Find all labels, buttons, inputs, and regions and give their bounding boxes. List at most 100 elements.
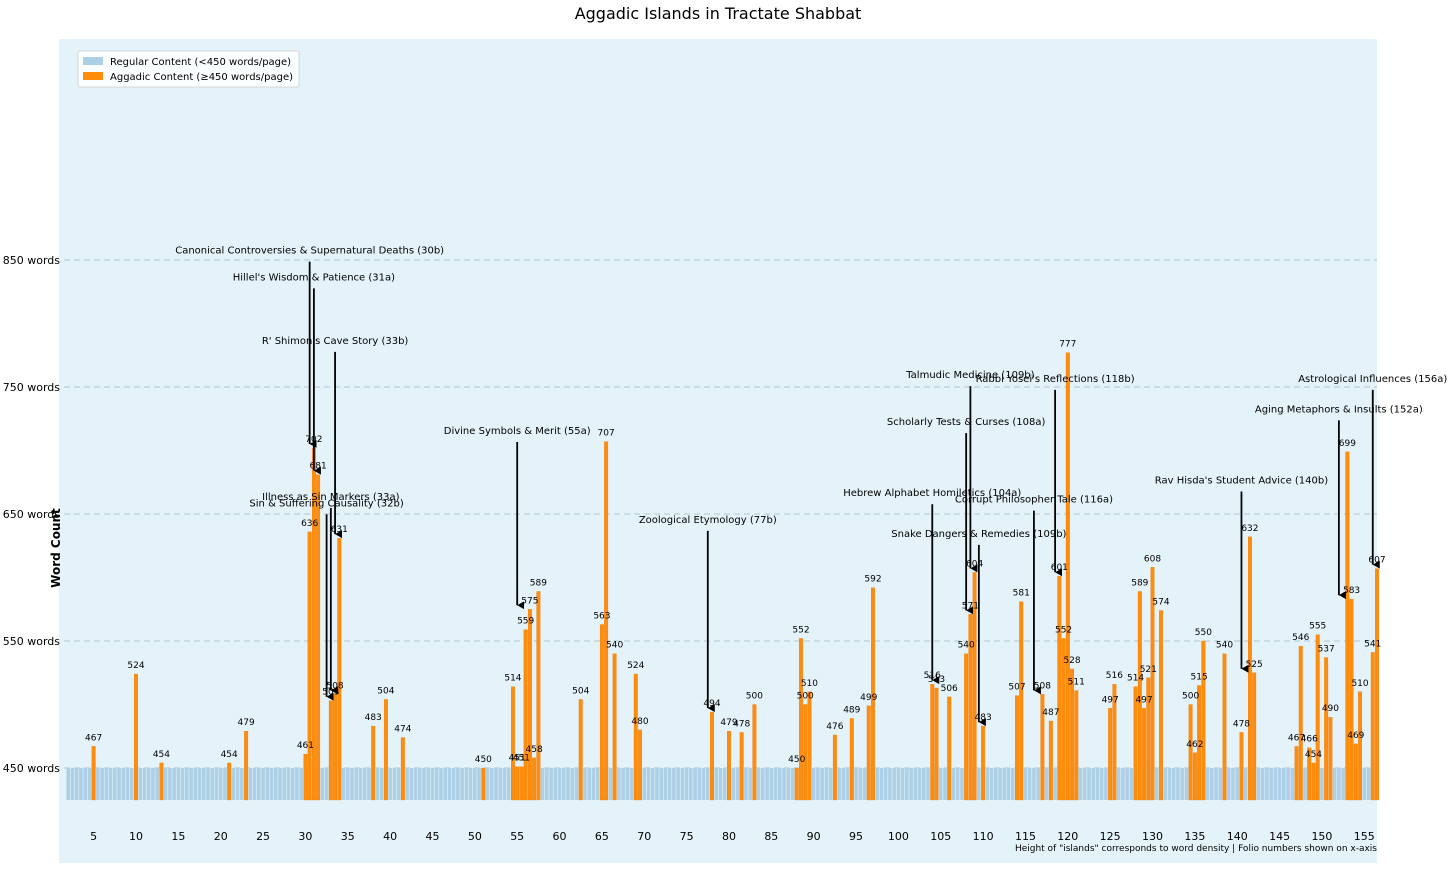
regular-bar [744,768,748,800]
regular-bar [70,768,75,800]
aggadic-bar [964,653,969,801]
aggadic-bar [1294,746,1299,801]
bar-value-label: 537 [1318,645,1335,655]
regular-bar [689,768,693,800]
aggadic-bar [400,737,405,801]
regular-bar [583,768,587,800]
regular-bar [540,768,545,800]
regular-bar [655,768,659,800]
bar-value-label: 528 [1063,656,1080,666]
regular-bar [214,768,219,800]
regular-bar [1091,768,1096,800]
regular-bar [896,768,901,800]
bar-value-label: 636 [301,519,318,529]
regular-bar [1332,768,1337,800]
bar-value-label: 450 [788,755,805,765]
aggadic-bar [134,673,138,801]
regular-bar [1260,768,1265,800]
x-tick-label: 140 [1227,830,1248,843]
regular-bar [282,768,287,800]
regular-bar [1082,768,1087,800]
regular-bar [290,768,295,800]
regular-bar [646,768,651,800]
regular-bar [286,768,291,800]
aggadic-bar [519,766,524,801]
aggadic-bar [1040,694,1045,801]
regular-bar [854,768,858,800]
regular-bar [892,768,896,800]
regular-bar [125,768,130,800]
regular-bar [570,768,575,800]
regular-bar [104,768,109,800]
regular-bar [1256,768,1261,800]
regular-bar [218,768,223,800]
aggadic-bar [328,700,333,801]
bar-value-label: 541 [1364,639,1381,649]
regular-bar [494,768,498,800]
regular-bar [1362,768,1367,800]
regular-bar [705,768,710,800]
regular-bar [909,768,913,800]
aggadic-bar [316,474,321,801]
regular-bar [502,768,507,800]
regular-bar [960,768,964,800]
x-tick-label: 30 [298,830,312,843]
regular-bar [345,768,350,800]
aggadic-bar [849,718,854,801]
legend-label-regular: Regular Content (<450 words/page) [110,57,291,68]
regular-bar [549,768,553,800]
regular-bar [566,768,570,800]
x-tick-label: 125 [1100,830,1121,843]
regular-bar [362,768,367,800]
regular-bar [392,768,397,800]
regular-bar [1104,768,1108,800]
regular-bar [769,768,774,800]
bar-value-label: 516 [1106,671,1123,681]
regular-bar [718,768,723,800]
annotation-label: Zoological Etymology (77b) [639,515,777,526]
aggadic-bar [1311,762,1316,801]
aggadic-bar [727,731,731,801]
bar-value-label: 478 [733,719,750,729]
bar-value-label: 552 [1055,625,1072,635]
aggadic-bar [1137,591,1142,801]
regular-bar [1027,768,1032,800]
regular-bar [642,768,647,800]
aggadic-bar [1112,684,1117,801]
regular-bar [883,768,888,800]
aggadic-bar [1192,752,1197,801]
bar-value-label: 483 [365,713,382,723]
regular-bar [782,768,786,800]
bar-value-label: 494 [703,699,720,709]
regular-bar [379,768,384,800]
bar-value-label: 478 [1233,719,1250,729]
aggadic-bar [871,587,875,801]
aggadic-bar [1197,685,1202,801]
x-tick-label: 65 [595,830,609,843]
regular-bar [1171,768,1176,800]
regular-bar [206,768,210,800]
regular-bar [498,768,503,800]
aggadic-bar [1150,567,1155,801]
regular-bar [608,768,613,800]
bar-value-label: 511 [1068,678,1085,688]
annotation-label: Rabbi Yosei's Reflections (118b) [976,374,1135,385]
annotation-label: Talmudic Medicine (109b) [905,370,1034,381]
regular-bar [341,768,346,800]
bar-value-label: 524 [627,661,644,671]
bar-value-label: 575 [521,596,538,606]
regular-bar [1125,768,1129,800]
x-tick-label: 100 [888,830,909,843]
aggadic-bar [972,572,977,801]
aggadic-bar [244,731,249,801]
aggadic-bar [1142,708,1146,801]
regular-bar [1116,768,1121,800]
bar-value-label: 601 [1051,563,1068,573]
regular-bar [684,768,689,800]
legend-swatch-regular [83,57,103,65]
aggadic-bar [1108,708,1113,801]
aggadic-bar [1353,743,1358,801]
regular-bar [74,768,79,800]
regular-bar [375,768,380,800]
regular-bar [138,768,143,800]
